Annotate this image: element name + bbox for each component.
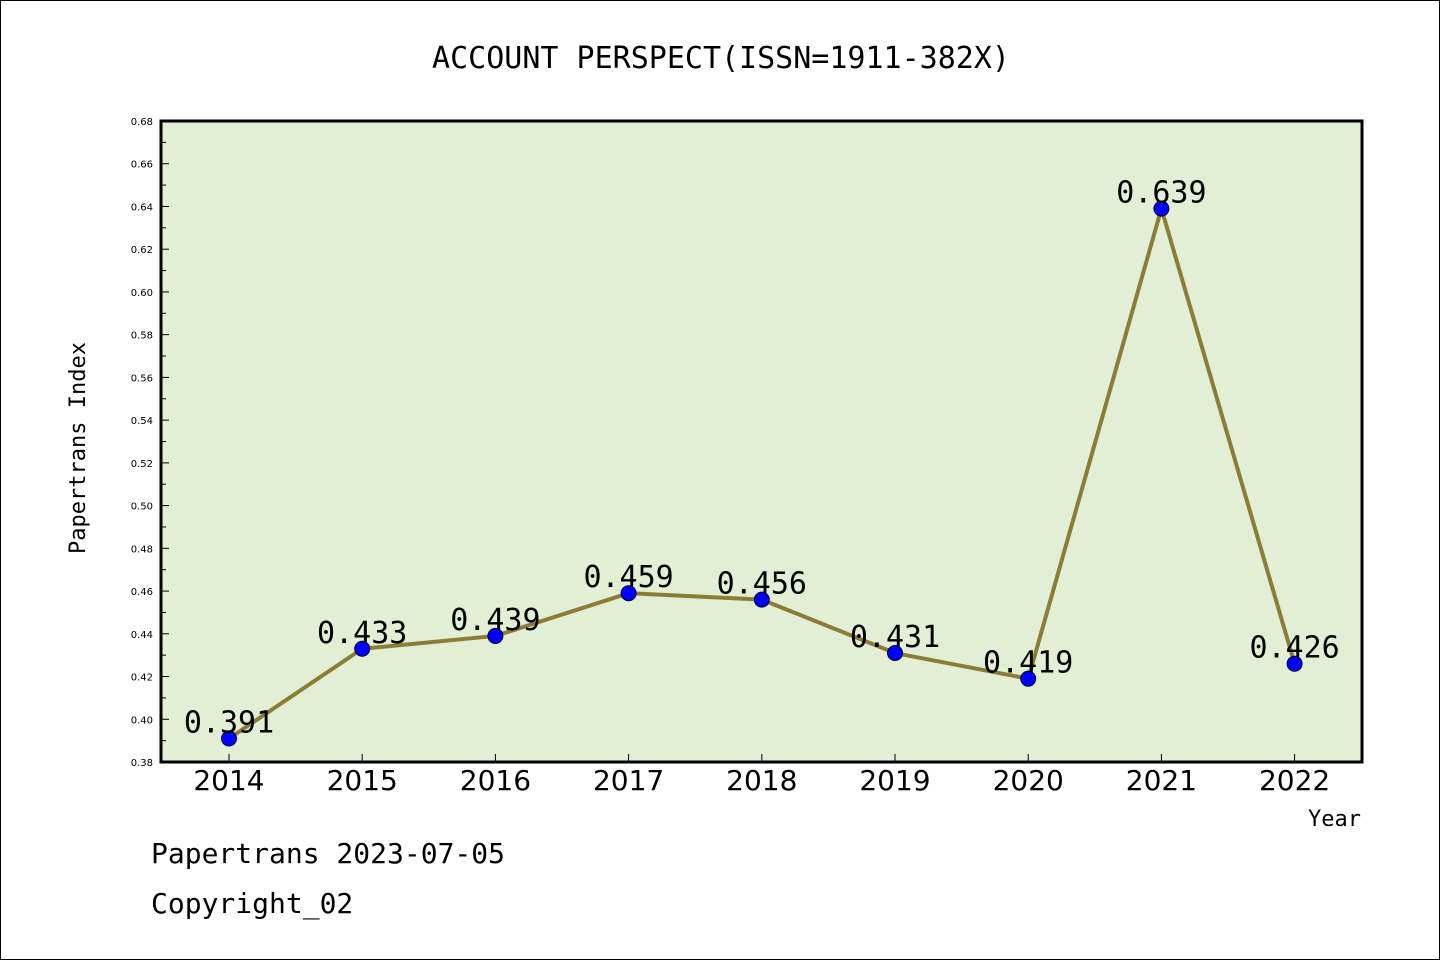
x-tick-label: 2016 <box>460 764 531 797</box>
y-tick-label: 0.50 <box>131 502 153 513</box>
y-tick-label: 0.64 <box>131 202 153 213</box>
y-tick-label: 0.42 <box>131 673 153 684</box>
data-point <box>221 730 237 747</box>
footer-date: Papertrans 2023-07-05 <box>151 837 506 870</box>
y-axis: 0.38 0.40 0.42 0.44 0.46 0.48 0.50 0.52 0.54 0.56… <box>131 117 169 769</box>
chart-title: ACCOUNT PERSPECT(ISSN=1911-382X) <box>432 41 1010 76</box>
data-label: 0.439 <box>450 603 540 638</box>
x-tick-label: 2015 <box>327 764 398 797</box>
data-point <box>887 645 903 662</box>
series-line <box>221 200 1303 747</box>
plot-area <box>159 119 1364 764</box>
y-tick-label: 0.56 <box>131 373 153 384</box>
data-point <box>753 591 770 608</box>
y-tick-label: 0.58 <box>131 331 153 342</box>
y-tick-label: 0.44 <box>131 630 153 641</box>
x-tick-label: 2018 <box>726 764 797 797</box>
data-label: 0.639 <box>1116 176 1206 211</box>
data-point <box>1286 655 1303 672</box>
data-labels: 0.391 0.433 0.439 0.459 0.456 0.431 0.419 0.639… <box>184 176 1340 741</box>
data-label: 0.433 <box>317 616 407 651</box>
data-point <box>1020 670 1037 687</box>
data-label: 0.391 <box>184 705 274 740</box>
y-tick-label: 0.54 <box>131 416 153 427</box>
y-tick-label: 0.60 <box>131 288 153 299</box>
data-point <box>354 640 371 657</box>
data-label: 0.431 <box>850 620 940 655</box>
data-label: 0.459 <box>583 560 673 595</box>
x-tick-label: 2017 <box>593 764 664 797</box>
x-tick-label: 2021 <box>1126 764 1197 797</box>
x-tick-label: 2022 <box>1259 764 1330 797</box>
x-axis-label: Year <box>1308 807 1361 832</box>
footer-copyright: Copyright_02 <box>151 887 354 920</box>
y-tick-label: 0.46 <box>131 587 153 598</box>
y-tick-label: 0.40 <box>131 715 153 726</box>
y-tick-label: 0.38 <box>131 758 153 769</box>
data-label: 0.426 <box>1249 631 1339 666</box>
y-tick-label: 0.48 <box>131 544 153 555</box>
data-point <box>487 627 504 644</box>
y-tick-label: 0.62 <box>131 245 153 256</box>
x-tick-label: 2014 <box>193 764 264 797</box>
y-tick-label: 0.68 <box>131 117 153 128</box>
data-point <box>1153 200 1170 217</box>
data-label: 0.419 <box>983 646 1073 681</box>
data-point <box>620 585 637 602</box>
x-axis: 2014 2015 2016 2017 2018 2019 2020 2021 2022 <box>193 754 1330 797</box>
x-tick-label: 2019 <box>859 764 930 797</box>
y-tick-label: 0.52 <box>131 459 153 470</box>
x-tick-label: 2020 <box>993 764 1064 797</box>
y-axis-label: Papertrans Index <box>66 342 91 554</box>
data-label: 0.456 <box>717 567 807 602</box>
y-tick-label: 0.66 <box>131 160 153 171</box>
